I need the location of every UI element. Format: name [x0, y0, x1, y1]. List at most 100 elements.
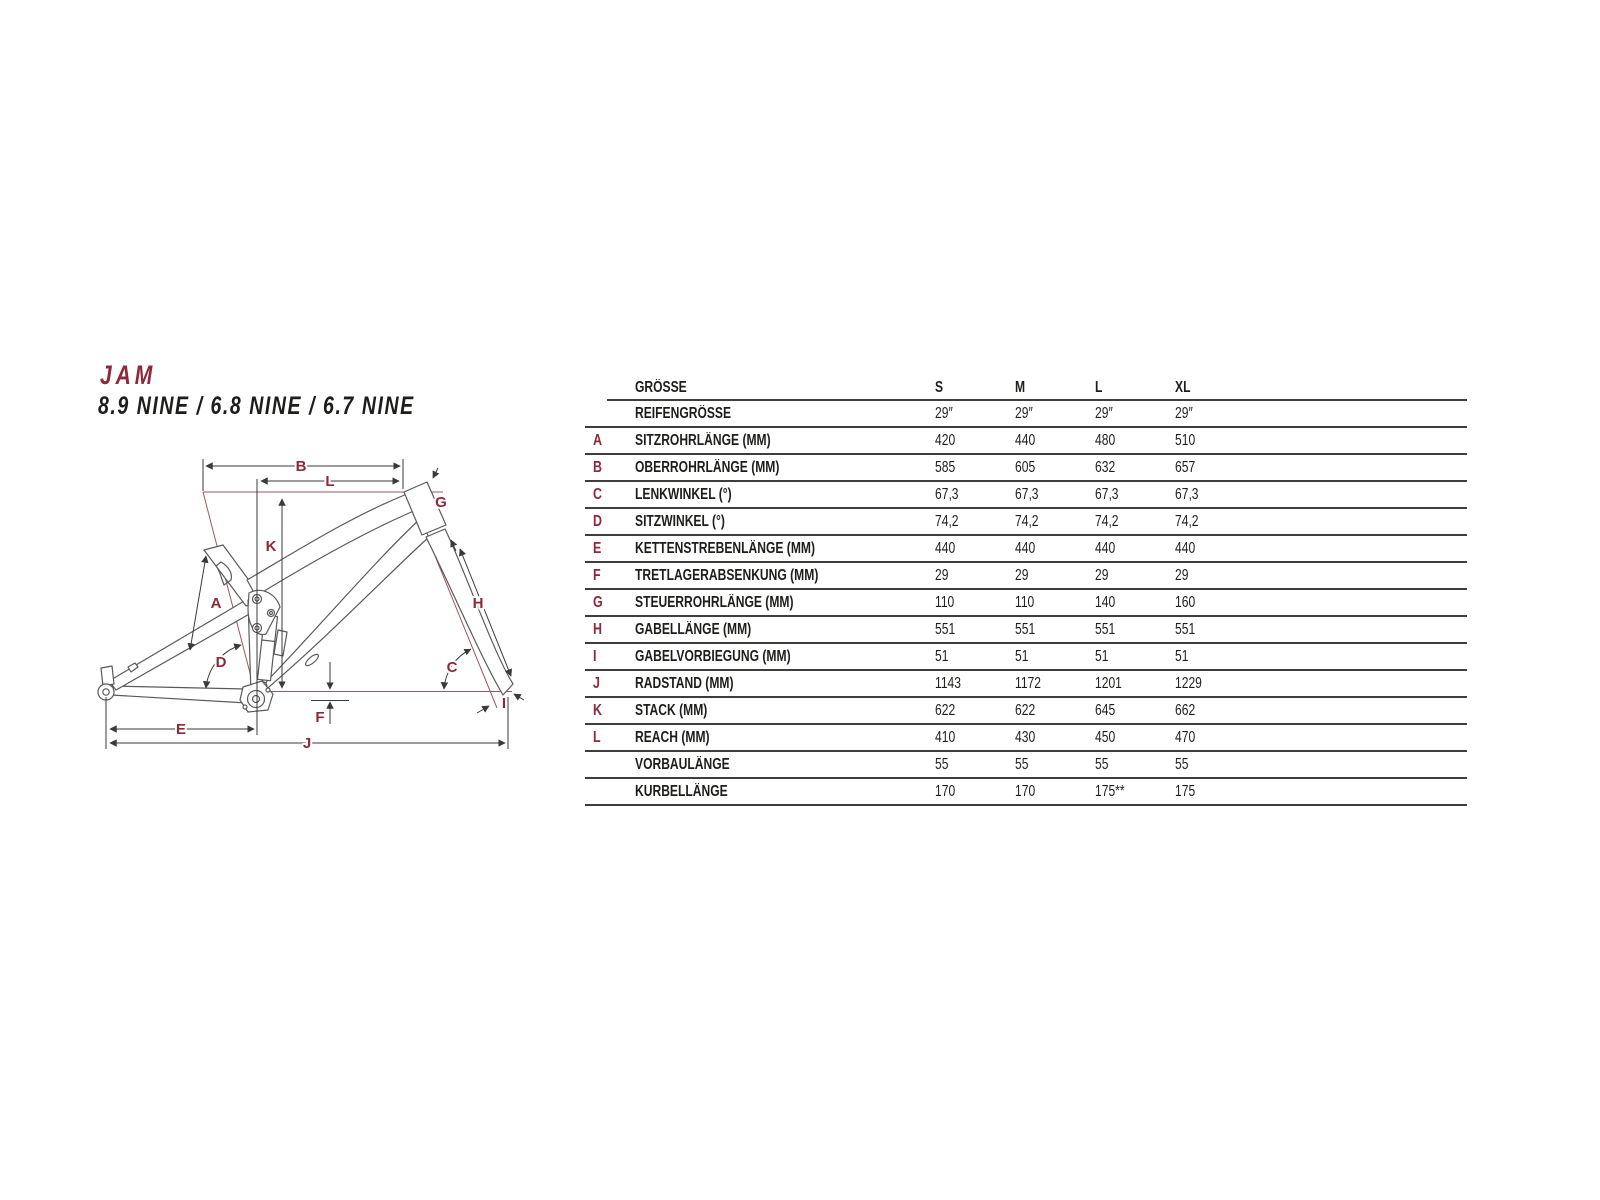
row-value-m: 29″	[1015, 404, 1033, 422]
dim-label-i: I	[502, 695, 506, 712]
row-letter	[585, 756, 635, 774]
table-row: B OBERROHRLÄNGE (MM) 585 605 632 657	[585, 455, 1467, 482]
row-label: STEUERROHRLÄNGE (MM)	[635, 593, 794, 611]
row-value-l: 67,3	[1095, 485, 1119, 503]
row-value-s: 51	[935, 647, 949, 665]
row-value-xl: 67,3	[1175, 485, 1199, 503]
row-letter	[585, 783, 635, 801]
row-letter: E	[593, 539, 602, 557]
row-value-s: 67,3	[935, 485, 959, 503]
dim-label-b: B	[296, 458, 307, 475]
row-value-l: 74,2	[1095, 512, 1119, 530]
row-value-l: 632	[1095, 458, 1116, 476]
row-value-xl: 510	[1175, 431, 1196, 449]
row-label: REIFENGRÖSSE	[635, 404, 732, 422]
header-col-l: L	[1095, 378, 1103, 396]
header-rule	[607, 399, 1467, 401]
row-value-s: 29	[935, 566, 949, 584]
row-label: GABELVORBIEGUNG (MM)	[635, 647, 791, 665]
row-value-xl: 657	[1175, 458, 1196, 476]
row-letter: B	[593, 458, 603, 476]
row-value-s: 622	[935, 701, 956, 719]
row-value-m: 605	[1015, 458, 1036, 476]
table-row: H GABELLÄNGE (MM) 551 551 551 551	[585, 617, 1467, 644]
dim-label-g: G	[435, 494, 447, 511]
header-size-label: GRÖSSE	[635, 378, 687, 396]
row-label: GABELLÄNGE (MM)	[635, 620, 752, 638]
row-letter: D	[593, 512, 603, 530]
table-row: E KETTENSTREBENLÄNGE (MM) 440 440 440 44…	[585, 536, 1467, 563]
table-row: I GABELVORBIEGUNG (MM) 51 51 51 51	[585, 644, 1467, 671]
row-letter: G	[593, 593, 603, 611]
row-label: VORBAULÄNGE	[635, 755, 730, 773]
geometry-table: GRÖSSE S M L XL REIFENGRÖSSE 29″ 29″ 29″…	[585, 374, 1467, 806]
row-value-l: 29″	[1095, 404, 1113, 422]
page-title-text: JAM	[100, 360, 157, 390]
bike-geometry-diagram: B L G K A H D C F I E J	[97, 456, 525, 754]
row-label: STACK (MM)	[635, 701, 708, 719]
row-value-s: 74,2	[935, 512, 959, 530]
page-subtitle: 8.9 NINE / 6.8 NINE / 6.7 NINE	[98, 392, 504, 421]
row-value-m: 74,2	[1015, 512, 1039, 530]
row-value-m: 430	[1015, 728, 1036, 746]
row-value-m: 55	[1015, 755, 1029, 773]
table-row: G STEUERROHRLÄNGE (MM) 110 110 140 160	[585, 590, 1467, 617]
table-row: K STACK (MM) 622 622 645 662	[585, 698, 1467, 725]
row-value-xl: 440	[1175, 539, 1196, 557]
dimension-labels: B L G K A H D C F I E J	[174, 456, 508, 754]
row-value-m: 440	[1015, 539, 1036, 557]
row-value-l: 175**	[1095, 782, 1125, 800]
row-label: LENKWINKEL (°)	[635, 485, 732, 503]
row-value-l: 450	[1095, 728, 1116, 746]
row-value-m: 51	[1015, 647, 1029, 665]
row-value-xl: 662	[1175, 701, 1196, 719]
row-value-xl: 175	[1175, 782, 1196, 800]
page-title: JAM	[100, 360, 172, 391]
dim-label-e: E	[176, 721, 186, 738]
row-letter: L	[593, 728, 601, 746]
row-value-xl: 160	[1175, 593, 1196, 611]
row-value-m: 29	[1015, 566, 1029, 584]
row-label: OBERROHRLÄNGE (MM)	[635, 458, 780, 476]
row-value-m: 1172	[1015, 674, 1042, 692]
table-row: D SITZWINKEL (°) 74,2 74,2 74,2 74,2	[585, 509, 1467, 536]
dim-label-f: F	[315, 709, 324, 726]
row-value-s: 55	[935, 755, 949, 773]
row-value-s: 420	[935, 431, 956, 449]
row-label: KURBELLÄNGE	[635, 782, 728, 800]
row-value-l: 440	[1095, 539, 1116, 557]
row-letter: H	[593, 620, 603, 638]
row-value-m: 110	[1015, 593, 1035, 611]
page-subtitle-text: 8.9 NINE / 6.8 NINE / 6.7 NINE	[98, 392, 415, 420]
table-row: F TRETLAGERABSENKUNG (MM) 29 29 29 29	[585, 563, 1467, 590]
geometry-table-rows: REIFENGRÖSSE 29″ 29″ 29″ 29″ A SITZROHRL…	[585, 401, 1467, 806]
dim-label-j: J	[303, 735, 311, 752]
row-value-xl: 55	[1175, 755, 1189, 773]
header-col-m: M	[1015, 378, 1026, 396]
table-row: REIFENGRÖSSE 29″ 29″ 29″ 29″	[585, 401, 1467, 428]
row-letter: F	[593, 566, 601, 584]
table-row: C LENKWINKEL (°) 67,3 67,3 67,3 67,3	[585, 482, 1467, 509]
row-value-xl: 74,2	[1175, 512, 1199, 530]
table-row: A SITZROHRLÄNGE (MM) 420 440 480 510	[585, 428, 1467, 455]
row-value-m: 67,3	[1015, 485, 1039, 503]
row-value-xl: 29″	[1175, 404, 1193, 422]
dimension-lines	[105, 459, 525, 749]
row-label: TRETLAGERABSENKUNG (MM)	[635, 566, 819, 584]
dim-label-k: K	[266, 538, 277, 555]
row-value-s: 1143	[935, 674, 962, 692]
row-label: REACH (MM)	[635, 728, 710, 746]
row-letter: J	[593, 674, 600, 692]
row-value-xl: 51	[1175, 647, 1189, 665]
row-value-l: 55	[1095, 755, 1109, 773]
row-value-l: 51	[1095, 647, 1109, 665]
header-col-s: S	[935, 378, 944, 396]
dim-label-l: L	[325, 473, 334, 490]
row-value-l: 551	[1095, 620, 1116, 638]
row-value-s: 585	[935, 458, 956, 476]
row-letter: K	[593, 701, 603, 719]
row-label: RADSTAND (MM)	[635, 674, 734, 692]
row-letter: C	[593, 485, 603, 503]
table-row: VORBAULÄNGE 55 55 55 55	[585, 752, 1467, 779]
